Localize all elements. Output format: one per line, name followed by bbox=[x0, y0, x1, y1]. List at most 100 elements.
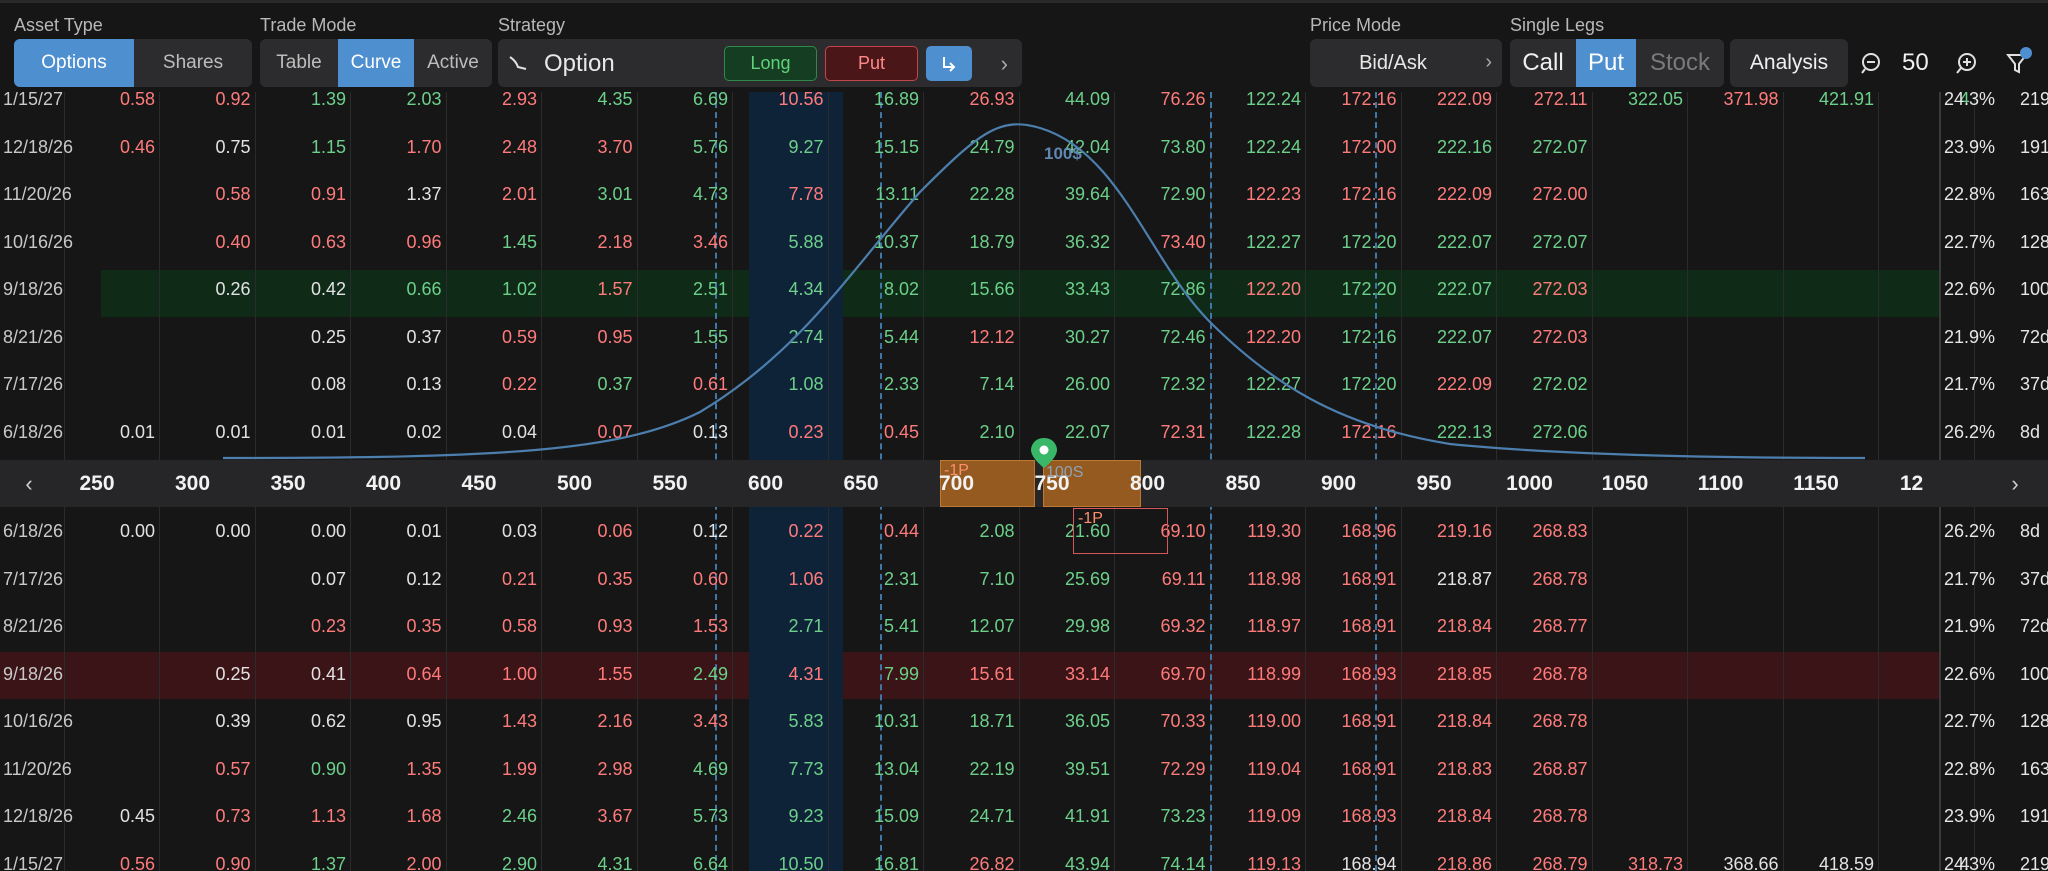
option-price-cell[interactable]: 0.58 bbox=[215, 184, 251, 204]
option-price-cell[interactable]: 222.07 bbox=[1436, 231, 1492, 252]
option-price-cell[interactable]: 2.16 bbox=[597, 711, 633, 731]
asset-type-shares-button[interactable]: Shares bbox=[162, 52, 224, 73]
option-price-cell[interactable]: 122.27 bbox=[1245, 231, 1301, 252]
option-price-cell[interactable]: 168.93 bbox=[1341, 663, 1397, 684]
option-price-cell[interactable]: 0.42 bbox=[310, 279, 346, 299]
option-price-cell[interactable]: 2.18 bbox=[597, 231, 633, 252]
option-price-cell[interactable]: 172.20 bbox=[1341, 231, 1397, 252]
option-price-cell[interactable]: 172.16 bbox=[1341, 184, 1397, 204]
option-price-cell[interactable]: 172.16 bbox=[1341, 92, 1397, 109]
option-price-cell[interactable]: 418.59 bbox=[1818, 853, 1874, 871]
option-price-cell[interactable] bbox=[1784, 361, 1874, 408]
option-price-cell[interactable]: 36.32 bbox=[1064, 231, 1110, 252]
option-price-cell[interactable]: 119.09 bbox=[1247, 806, 1301, 826]
chevron-left-icon[interactable]: ‹ bbox=[25, 471, 33, 496]
option-price-cell[interactable] bbox=[65, 698, 155, 745]
option-price-cell[interactable] bbox=[1784, 124, 1874, 171]
option-price-cell[interactable]: 1.55 bbox=[597, 663, 633, 684]
option-price-cell[interactable] bbox=[161, 361, 251, 408]
option-price-cell[interactable]: 44.09 bbox=[1064, 92, 1110, 109]
option-price-cell[interactable] bbox=[1784, 171, 1874, 218]
option-price-cell[interactable]: 1.15 bbox=[310, 136, 346, 157]
option-price-cell[interactable]: 18.79 bbox=[969, 231, 1015, 252]
option-price-cell[interactable]: 122.20 bbox=[1245, 326, 1301, 347]
option-price-cell[interactable] bbox=[1784, 219, 1874, 266]
option-price-cell[interactable]: 0.60 bbox=[692, 568, 728, 589]
option-price-cell[interactable] bbox=[65, 603, 155, 650]
option-price-cell[interactable]: 3.70 bbox=[597, 136, 633, 157]
option-price-cell[interactable]: 272.07 bbox=[1532, 136, 1588, 157]
option-price-cell[interactable]: 371.98 bbox=[1723, 92, 1779, 109]
option-price-cell[interactable]: 26.82 bbox=[969, 853, 1015, 871]
option-price-cell[interactable]: 272.02 bbox=[1532, 374, 1588, 394]
option-price-cell[interactable]: 119.04 bbox=[1247, 758, 1301, 779]
option-price-cell[interactable]: 1.70 bbox=[406, 136, 442, 157]
option-price-cell[interactable]: 0.61 bbox=[692, 374, 728, 394]
option-price-cell[interactable]: 70.33 bbox=[1160, 711, 1206, 731]
option-price-cell[interactable] bbox=[1593, 409, 1683, 456]
option-price-cell[interactable]: 172.16 bbox=[1341, 326, 1397, 347]
option-price-cell[interactable]: 0.22 bbox=[788, 521, 824, 541]
option-price-cell[interactable]: 318.73 bbox=[1627, 853, 1683, 871]
option-price-cell[interactable]: 122.24 bbox=[1245, 92, 1301, 109]
option-price-cell[interactable]: 2.74 bbox=[788, 326, 824, 347]
option-price-cell[interactable]: 268.78 bbox=[1532, 663, 1588, 684]
option-price-cell[interactable]: 72.86 bbox=[1160, 279, 1206, 299]
option-price-cell[interactable] bbox=[1784, 314, 1874, 361]
option-price-cell[interactable] bbox=[1689, 314, 1779, 361]
option-price-cell[interactable]: 0.90 bbox=[310, 758, 346, 779]
option-price-cell[interactable]: 0.25 bbox=[310, 326, 346, 347]
strike-label[interactable]: 12 bbox=[1899, 472, 1924, 495]
option-price-cell[interactable]: 10.31 bbox=[873, 711, 919, 731]
option-price-cell[interactable]: 122.28 bbox=[1245, 421, 1301, 442]
option-price-cell[interactable]: 218.84 bbox=[1436, 616, 1492, 636]
option-price-cell[interactable]: 18.71 bbox=[969, 711, 1015, 731]
option-price-cell[interactable] bbox=[1689, 266, 1779, 313]
option-price-cell[interactable]: 0.40 bbox=[215, 231, 251, 252]
option-price-cell[interactable]: 72.90 bbox=[1160, 184, 1206, 204]
option-price-cell[interactable]: 5.44 bbox=[883, 326, 919, 347]
option-price-cell[interactable]: 222.13 bbox=[1436, 421, 1492, 442]
option-price-cell[interactable]: 0.04 bbox=[501, 421, 537, 442]
option-price-cell[interactable] bbox=[1593, 556, 1683, 603]
option-price-cell[interactable]: 0.59 bbox=[501, 326, 537, 347]
option-price-cell[interactable]: 2.00 bbox=[406, 853, 442, 871]
option-price-cell[interactable] bbox=[1689, 651, 1779, 698]
option-price-cell[interactable]: 218.83 bbox=[1436, 758, 1492, 779]
option-price-cell[interactable]: 119.30 bbox=[1247, 521, 1301, 541]
option-price-cell[interactable]: 2.03 bbox=[406, 92, 442, 109]
option-price-cell[interactable]: 2.33 bbox=[883, 374, 919, 394]
option-price-cell[interactable]: 16.89 bbox=[873, 92, 919, 109]
option-price-cell[interactable]: 13.11 bbox=[875, 184, 919, 204]
option-price-cell[interactable] bbox=[65, 746, 155, 793]
option-price-cell[interactable]: 119.13 bbox=[1247, 853, 1301, 871]
option-price-cell[interactable]: 15.15 bbox=[873, 136, 919, 157]
option-price-cell[interactable] bbox=[1593, 793, 1683, 840]
option-price-cell[interactable]: 1.00 bbox=[501, 663, 537, 684]
option-price-cell[interactable]: 0.62 bbox=[310, 711, 346, 731]
option-price-cell[interactable]: 0.41 bbox=[310, 663, 346, 684]
option-price-cell[interactable]: 7.10 bbox=[979, 568, 1015, 589]
option-price-cell[interactable] bbox=[1689, 793, 1779, 840]
option-price-cell[interactable]: 5.76 bbox=[692, 136, 728, 157]
option-price-cell[interactable]: 69.70 bbox=[1160, 663, 1206, 684]
option-price-cell[interactable]: 4.31 bbox=[597, 853, 633, 871]
option-price-cell[interactable]: 1.68 bbox=[406, 806, 442, 826]
price-mode-selector[interactable]: Bid/Ask › bbox=[1310, 39, 1502, 87]
option-price-cell[interactable] bbox=[65, 266, 155, 313]
option-price-cell[interactable]: 1.06 bbox=[788, 568, 824, 589]
option-price-cell[interactable]: 0.39 bbox=[215, 711, 251, 731]
option-price-cell[interactable]: 268.77 bbox=[1532, 616, 1588, 636]
option-price-cell[interactable]: 272.11 bbox=[1533, 92, 1588, 109]
option-price-cell[interactable]: 1.35 bbox=[406, 758, 442, 779]
option-price-cell[interactable]: 168.91 bbox=[1341, 568, 1397, 589]
option-price-cell[interactable]: 2.90 bbox=[501, 853, 537, 871]
option-price-cell[interactable]: 0.12 bbox=[406, 568, 442, 589]
strike-label[interactable]: 700 bbox=[938, 472, 975, 495]
option-price-cell[interactable]: 0.00 bbox=[310, 521, 346, 541]
option-price-cell[interactable]: 6.69 bbox=[692, 92, 728, 109]
option-price-cell[interactable]: 168.91 bbox=[1341, 711, 1397, 731]
option-price-cell[interactable]: 10.50 bbox=[778, 853, 824, 871]
option-price-cell[interactable] bbox=[1593, 746, 1683, 793]
single-leg-stock-button[interactable]: Stock bbox=[1649, 49, 1711, 76]
